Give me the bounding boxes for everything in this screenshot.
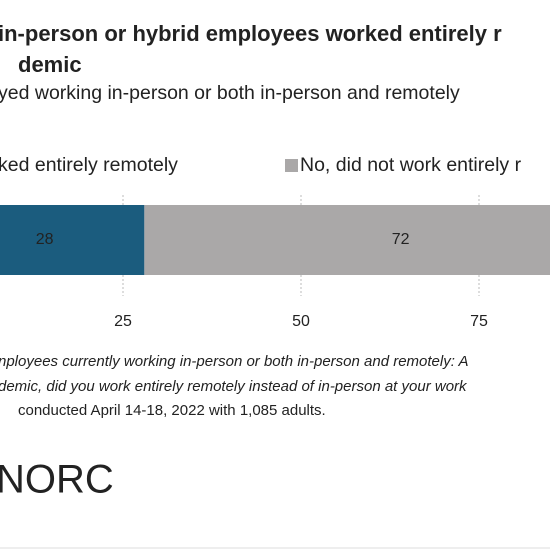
value-label: 28 xyxy=(36,231,54,248)
legend-swatch xyxy=(285,159,298,172)
chart-title: demic xyxy=(18,52,82,77)
x-tick-label: 75 xyxy=(470,313,488,330)
note: conducted April 14-18, 2022 with 1,085 a… xyxy=(18,402,326,419)
note: nployees currently working in-person or … xyxy=(0,353,469,370)
chart-subtitle: yed working in-person or both in-person … xyxy=(0,82,460,104)
note: demic, did you work entirely remotely in… xyxy=(0,378,468,395)
value-label: 72 xyxy=(392,231,410,248)
x-tick-label: 50 xyxy=(292,313,310,330)
logo: NORC xyxy=(0,458,114,502)
chart-title: in-person or hybrid employees worked ent… xyxy=(0,21,502,46)
legend-label: ked entirely remotely xyxy=(0,154,178,176)
bar-segment xyxy=(144,205,550,275)
x-tick-label: 25 xyxy=(114,313,132,330)
bar-segment xyxy=(0,205,145,275)
legend-label: No, did not work entirely r xyxy=(300,154,522,176)
